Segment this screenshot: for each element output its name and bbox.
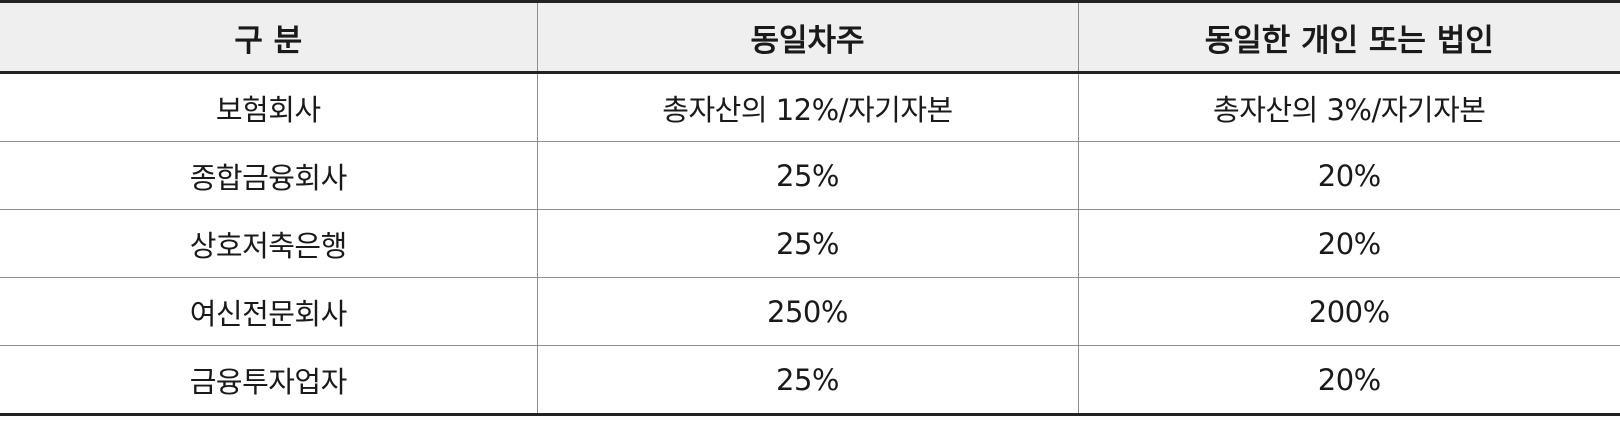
table-row: 종합금융회사 25% 20% xyxy=(0,141,1620,210)
cell-same-person-or-corp: 20% xyxy=(1077,345,1620,416)
header-category: 구 분 xyxy=(0,0,537,74)
cell-same-person-or-corp: 20% xyxy=(1077,209,1620,278)
table-row: 상호저축은행 25% 20% xyxy=(0,209,1620,278)
header-same-person-or-corp: 동일한 개인 또는 법인 xyxy=(1077,0,1620,74)
row-label: 금융투자업자 xyxy=(0,345,537,416)
row-label: 상호저축은행 xyxy=(0,209,537,278)
cell-same-borrower: 250% xyxy=(536,277,1078,346)
table-body: 보험회사 총자산의 12%/자기자본 총자산의 3%/자기자본 종합금융회사 2… xyxy=(0,72,1620,416)
row-label: 여신전문회사 xyxy=(0,277,537,346)
cell-same-person-or-corp: 총자산의 3%/자기자본 xyxy=(1077,72,1620,142)
cell-same-borrower: 총자산의 12%/자기자본 xyxy=(536,72,1078,142)
header-same-borrower: 동일차주 xyxy=(536,0,1078,74)
header-row: 구 분 동일차주 동일한 개인 또는 법인 xyxy=(0,0,1620,74)
table-row: 금융투자업자 25% 20% xyxy=(0,345,1620,416)
cell-same-borrower: 25% xyxy=(536,141,1078,210)
table-row: 보험회사 총자산의 12%/자기자본 총자산의 3%/자기자본 xyxy=(0,72,1620,142)
cell-same-person-or-corp: 200% xyxy=(1077,277,1620,346)
row-label: 종합금융회사 xyxy=(0,141,537,210)
cell-same-person-or-corp: 20% xyxy=(1077,141,1620,210)
cell-same-borrower: 25% xyxy=(536,209,1078,278)
limits-table-container: 구 분 동일차주 동일한 개인 또는 법인 보험회사 총자산의 12%/자기자본… xyxy=(0,0,1620,416)
table-header: 구 분 동일차주 동일한 개인 또는 법인 xyxy=(0,0,1620,74)
limits-table: 구 분 동일차주 동일한 개인 또는 법인 보험회사 총자산의 12%/자기자본… xyxy=(0,0,1620,416)
table-row: 여신전문회사 250% 200% xyxy=(0,277,1620,346)
row-label: 보험회사 xyxy=(0,72,537,142)
cell-same-borrower: 25% xyxy=(536,345,1078,416)
